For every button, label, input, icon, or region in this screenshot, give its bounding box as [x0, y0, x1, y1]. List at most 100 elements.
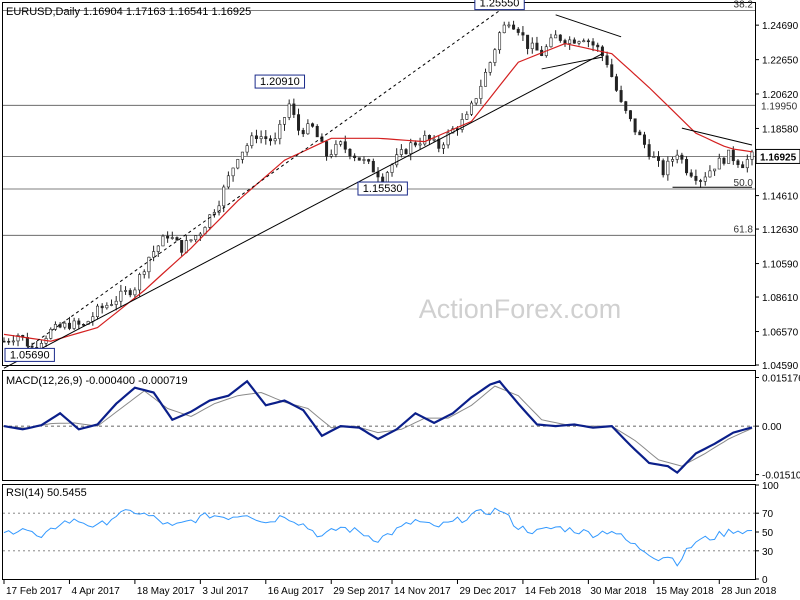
- candle-body: [254, 135, 258, 140]
- rsi-tick-label: 30: [762, 547, 774, 558]
- candle-body: [722, 157, 726, 164]
- rsi-panel-title: RSI(14) 50.5455: [6, 487, 87, 499]
- annotation-label-2: 1.15530: [363, 183, 403, 195]
- candle-body: [105, 305, 109, 309]
- candle-body: [381, 176, 385, 183]
- date-axis: 17 Feb 2017 4 Apr 2017 18 May 2017 3 Jul 20…: [3, 580, 777, 597]
- candle-body: [484, 71, 488, 87]
- candle-body: [96, 305, 100, 317]
- macd-tick-label: 0.015176: [762, 373, 800, 384]
- candle-body: [53, 324, 57, 330]
- candle-body: [30, 345, 34, 348]
- macd-axis: 0.015176 0.00 -0.015109: [755, 373, 800, 482]
- candle-body: [128, 290, 132, 296]
- candle-body: [750, 151, 754, 160]
- price-tick-label: 1.22650: [762, 56, 799, 67]
- candle-body: [133, 289, 137, 296]
- candle-body: [114, 300, 118, 305]
- annotation-box-2: [357, 181, 408, 196]
- macd-signal-line: [3, 385, 753, 467]
- candle-body: [516, 28, 520, 33]
- macd-main-line: [3, 379, 753, 475]
- level-label-1: 1.19950: [761, 101, 798, 112]
- candle-body: [446, 132, 450, 146]
- candle-body: [348, 148, 352, 157]
- candle-body: [661, 160, 665, 176]
- candle-body: [610, 64, 614, 77]
- candle-body: [147, 256, 151, 273]
- candle-body: [320, 136, 324, 142]
- candle-body: [685, 159, 689, 174]
- candle-body: [184, 240, 188, 253]
- candle-body: [736, 160, 740, 165]
- candle-body: [731, 149, 735, 162]
- candle-body: [395, 154, 399, 166]
- candle-body: [156, 245, 160, 252]
- candle-body: [245, 145, 249, 153]
- price-tick-label: 1.08610: [762, 293, 799, 304]
- candle-body: [512, 24, 516, 30]
- level-label-3: 50.0: [734, 178, 754, 189]
- candle-body: [49, 328, 53, 339]
- trendlines: [3, 10, 753, 369]
- candle-body: [222, 186, 226, 207]
- date-tick-label: 16 Aug 2017: [268, 586, 325, 597]
- annotation-label-1: 1.20910: [260, 76, 300, 88]
- candle-body: [231, 167, 235, 177]
- candle-body: [741, 164, 745, 169]
- candle-body: [638, 131, 642, 136]
- annotation-box-3: [4, 347, 55, 362]
- candle-body: [385, 172, 389, 183]
- rsi-lines: [3, 507, 755, 567]
- annotation-label-0: 1.25550: [480, 0, 520, 10]
- candle-body: [194, 235, 198, 241]
- candle-body: [334, 143, 338, 155]
- candle-body: [166, 235, 170, 239]
- candle-body: [558, 34, 562, 41]
- candle-body: [306, 123, 310, 135]
- candle-body: [110, 304, 114, 306]
- candle-body: [240, 151, 244, 160]
- candle-body: [614, 76, 618, 91]
- date-tick-label: 14 Nov 2017: [394, 586, 451, 597]
- rsi-tick-label: 70: [762, 509, 774, 520]
- candle-body: [423, 135, 427, 145]
- candle-body: [713, 168, 717, 172]
- candle-body: [142, 271, 146, 275]
- candle-body: [652, 156, 656, 158]
- candle-body: [226, 175, 230, 188]
- date-tick-label: 17 Feb 2017: [6, 586, 63, 597]
- last-price-label: 1.16925: [760, 152, 797, 163]
- candle-body: [399, 149, 403, 155]
- date-tick-label: 4 Apr 2017: [71, 586, 120, 597]
- candle-body: [7, 340, 11, 343]
- price-tick-label: 1.24690: [762, 21, 799, 32]
- candle-body: [488, 62, 492, 73]
- candle-body: [170, 237, 174, 239]
- candle-body: [287, 103, 291, 118]
- candle-body: [441, 144, 445, 149]
- candle-body: [100, 305, 104, 309]
- trendline-3: [541, 56, 603, 70]
- price-tick-label: 1.10590: [762, 260, 799, 271]
- candle-body: [605, 55, 609, 65]
- macd-panel-title: MACD(12,26,9) -0.000400 -0.000719: [6, 375, 188, 387]
- candle-body: [124, 290, 128, 292]
- candle-body: [633, 118, 637, 133]
- candle-body: [694, 175, 698, 181]
- annotation-label-3: 1.05690: [10, 349, 50, 361]
- price-candles: [2, 20, 754, 355]
- last-price-tag: [755, 148, 800, 164]
- date-tick-label: 30 Mar 2018: [590, 586, 647, 597]
- candle-body: [703, 176, 707, 182]
- candle-body: [297, 114, 301, 131]
- price-tick-label: 1.06570: [762, 328, 799, 339]
- candle-body: [586, 40, 590, 43]
- trendline-2: [555, 14, 622, 38]
- candle-body: [16, 335, 20, 342]
- candle-body: [175, 237, 179, 241]
- candle-body: [479, 85, 483, 99]
- candle-body: [301, 130, 305, 135]
- candle-body: [119, 290, 123, 302]
- candle-body: [628, 110, 632, 120]
